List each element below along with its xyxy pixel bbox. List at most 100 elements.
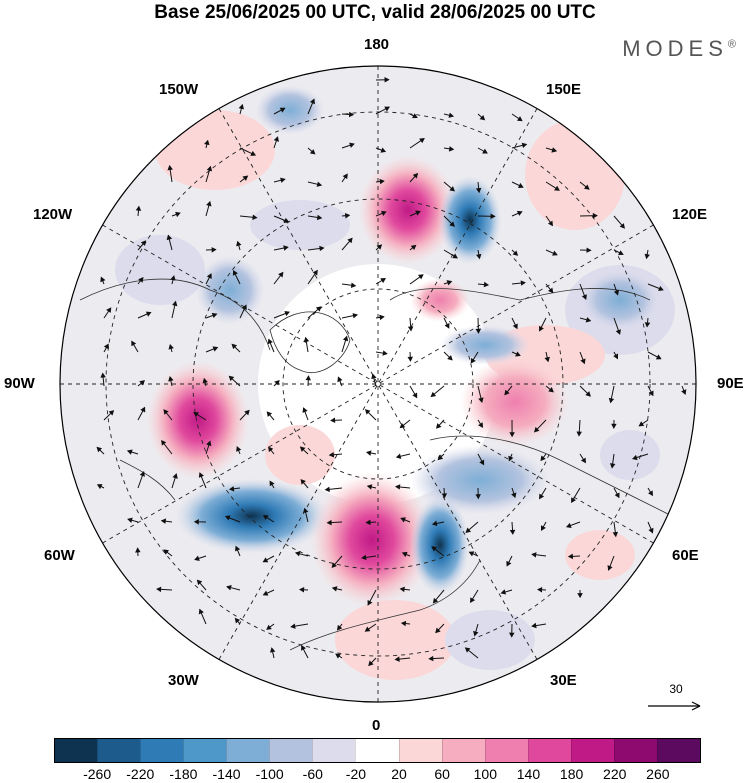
lon-label-90e: 90E [717, 375, 744, 392]
wind-arrow-head [611, 423, 617, 429]
wind-arrow-head [540, 455, 546, 462]
wind-arrow-head [476, 253, 482, 260]
wind-arrow-head [303, 507, 309, 514]
colorbar-swatch [140, 739, 184, 762]
wind-arrow-head [267, 338, 273, 345]
wind-arrow-head [290, 623, 296, 629]
lon-label-60e: 60E [672, 547, 699, 564]
wind-arrow-head [283, 245, 289, 251]
map-title: Base 25/06/2025 00 UTC, valid 28/06/2025… [154, 2, 596, 23]
wind-arrow-head [279, 107, 286, 113]
wind-arrow-head [508, 632, 515, 638]
wind-arrow-head [301, 644, 306, 651]
wind-arrow-head [368, 660, 374, 667]
wind-arrow-head [163, 409, 169, 415]
lon-label-150w: 150W [159, 81, 199, 98]
wind-arrow-head [538, 325, 544, 332]
wind-arrow-head [400, 517, 406, 523]
wind-arrow-head [365, 450, 372, 456]
wind-arrow-head [202, 377, 208, 384]
wind-arrow-head [206, 440, 212, 447]
wind-arrow-head [399, 422, 406, 429]
wind-arrow-head [244, 409, 250, 416]
wind-arrow-head [379, 314, 385, 321]
wind-arrow-head [615, 329, 621, 335]
wind-arrow-head [347, 237, 353, 244]
wind-arrow-head [431, 520, 438, 527]
wind-arrow-head [648, 490, 653, 497]
wind-arrow-head [140, 406, 146, 413]
wind-arrow-head [309, 98, 315, 105]
wind-arrow-head [533, 426, 540, 433]
colorbar-tick-label: -20 [345, 766, 367, 782]
wind-arrow-head [331, 586, 338, 592]
wind-arrow-head [490, 213, 496, 220]
wind-arrow-head [335, 653, 341, 659]
wind-arrow-head [592, 212, 598, 219]
wind-arrow-head [127, 517, 133, 523]
wind-arrow-head [175, 211, 181, 218]
wind-arrow-head [266, 624, 272, 630]
wind-arrow-head [361, 554, 367, 561]
lon-label-120e: 120E [672, 206, 708, 223]
wind-arrow-head [309, 149, 316, 155]
wind-arrow-head [475, 328, 482, 334]
wind-arrow-head [145, 311, 152, 317]
wind-arrow-head [583, 184, 590, 190]
wind-arrow-head [241, 304, 247, 311]
reference-arrow-icon [648, 701, 701, 711]
wind-arrow-head [376, 244, 383, 250]
lon-label-0: 0 [372, 717, 381, 734]
colorbar-tick-label: -60 [302, 766, 323, 782]
wind-arrow-head [500, 589, 507, 595]
anomaly-field [60, 66, 696, 702]
wind-arrow-head [384, 106, 391, 112]
wind-arrow-head [544, 356, 550, 363]
wind-arrow-head [103, 343, 109, 350]
wind-arrow-head [161, 439, 167, 446]
wind-arrow-head [449, 221, 455, 227]
wind-arrow-head [235, 545, 241, 552]
colorbar-swatch [183, 739, 227, 762]
lon-label-90w: 90W [4, 375, 35, 392]
wind-arrow-head [446, 280, 453, 286]
wind-arrow-head [294, 551, 301, 557]
wind-arrow-head [518, 182, 524, 188]
wind-arrow-head [336, 624, 343, 631]
wind-arrow-head [418, 274, 424, 280]
wind-arrow-head [342, 335, 349, 342]
wind-arrow-head [475, 494, 481, 500]
wind-arrow-head [407, 326, 414, 332]
wind-arrow-head [548, 287, 554, 294]
wind-arrow-head [473, 630, 479, 637]
colorbar [54, 738, 701, 763]
wind-arrow-head [211, 312, 218, 319]
wind-arrow-head [228, 486, 235, 492]
wind-arrow-head [475, 187, 482, 194]
wind-arrow-head [580, 457, 586, 464]
wind-arrow-head [96, 484, 103, 490]
wind-arrow-head [319, 245, 325, 252]
colorbar-tick-label: 260 [646, 766, 670, 782]
lon-label-150e: 150E [546, 81, 582, 98]
wind-arrow-head [250, 150, 257, 156]
lon-label-30e: 30E [550, 672, 577, 689]
colorbar-swatch [226, 739, 270, 762]
wind-arrow-head [331, 562, 337, 568]
wind-arrow-head [612, 531, 619, 538]
wind-arrow-head [585, 317, 592, 323]
wind-arrow-head [206, 165, 213, 172]
wind-arrow-head [100, 372, 106, 378]
lon-label-120w: 120W [33, 206, 73, 223]
wind-arrow-head [232, 269, 238, 276]
wind-arrow-head [234, 617, 241, 624]
colorbar-swatch [570, 739, 614, 762]
wind-arrow-head [613, 353, 618, 360]
wind-arrow-head [337, 376, 343, 383]
wind-arrow-head [465, 527, 472, 533]
wind-arrow-head [167, 164, 173, 171]
wind-arrow-head [608, 397, 615, 404]
wind-arrow-head [168, 375, 174, 382]
wind-arrow-head [135, 205, 142, 211]
